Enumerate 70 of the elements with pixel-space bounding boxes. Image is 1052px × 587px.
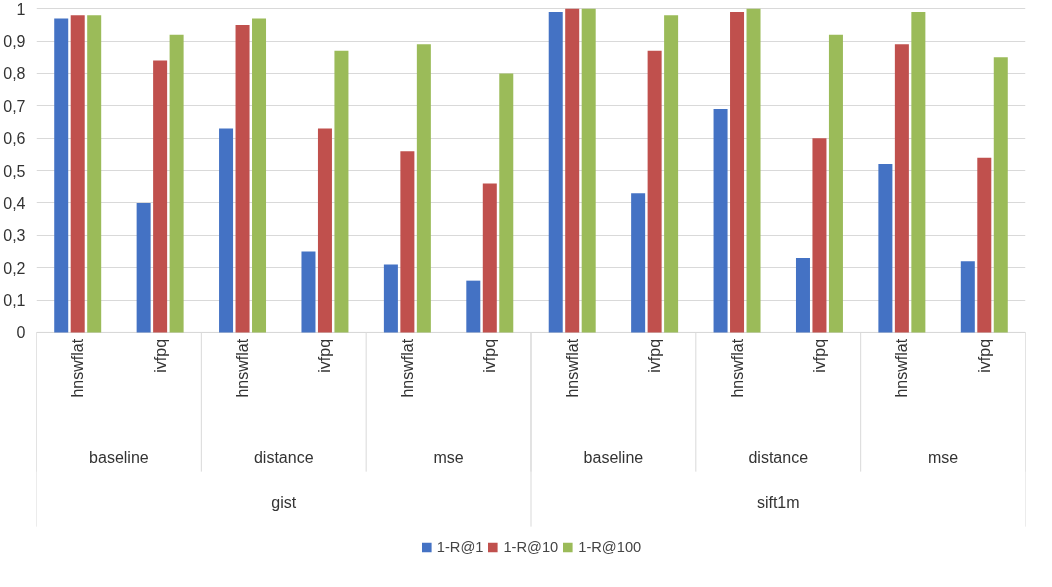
bar [400,151,415,333]
category-label: distance [253,448,314,466]
bar [713,109,728,333]
bar [911,11,926,333]
bar [548,11,563,333]
category-label: ivfpq [316,338,334,373]
bar [252,18,267,333]
y-tick-label: 0,3 [3,227,26,245]
bar [664,15,679,333]
y-tick-label: 0,7 [3,97,26,115]
category-label: hnswflat [893,338,911,398]
bar [136,202,151,333]
y-tick-label: 0,2 [3,259,26,277]
bar [828,34,843,333]
bar [631,193,646,333]
y-tick-label: 0,5 [3,162,26,180]
y-tick-label: 0,6 [3,130,26,148]
bar [730,11,745,333]
category-label: distance [748,448,809,466]
bar [317,128,332,333]
bar [466,280,481,333]
legend-label: 1-R@1 [436,539,484,555]
bar [416,44,431,333]
bar [812,138,827,333]
bar [960,261,975,333]
bar [499,73,514,333]
bar [87,15,102,333]
bar [301,251,316,333]
bar [581,8,596,333]
bar [795,257,810,333]
category-label: ivfpq [975,338,993,373]
bar [70,15,85,333]
bar [993,57,1008,333]
y-tick-label: 1 [16,0,26,18]
bar [565,8,580,333]
category-label: baseline [583,448,644,466]
bar [746,8,761,333]
y-tick-label: 0,4 [3,194,26,212]
bar [383,264,398,333]
category-label: ivfpq [151,338,169,373]
category-label: hnswflat [398,338,416,398]
bar [169,34,184,333]
category-label: ivfpq [646,338,664,373]
y-tick-label: 0,9 [3,33,26,51]
y-tick-label: 0,8 [3,65,26,83]
y-tick-label: 0 [16,324,26,342]
y-tick-label: 0,1 [3,292,26,310]
legend-label: 1-R@100 [578,539,642,555]
legend-label: 1-R@10 [503,539,559,555]
bar [878,164,893,333]
category-label: mse [927,448,959,466]
category-label: gist [271,494,297,512]
category-label: ivfpq [810,338,828,373]
bar [894,44,909,333]
category-label: baseline [89,448,149,466]
bar [219,128,234,333]
bar [977,157,992,333]
bar [334,50,349,333]
bar [235,24,250,333]
bar [153,60,168,333]
bar [54,18,69,333]
category-label: hnswflat [234,338,252,398]
bar [482,183,497,333]
category-label: sift1m [756,494,800,512]
bar [647,50,662,333]
category-label: hnswflat [69,338,87,398]
category-label: ivfpq [481,338,499,373]
category-label: hnswflat [563,338,581,398]
category-label: mse [433,448,464,466]
category-label: hnswflat [728,338,746,398]
